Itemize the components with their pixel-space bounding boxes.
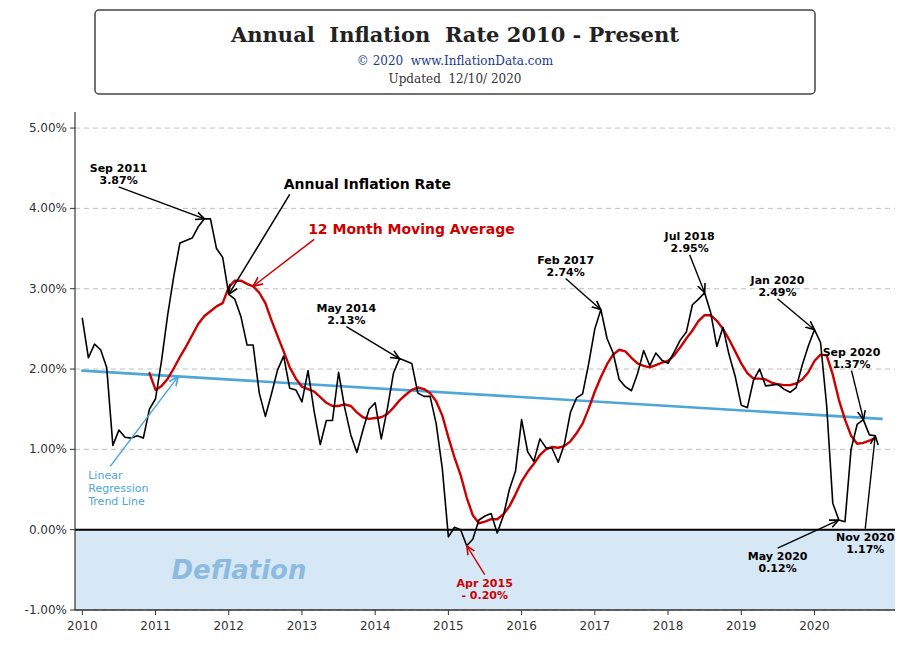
x-tick-label: 2013 (287, 619, 318, 633)
annotation-arrow (119, 187, 205, 219)
annotation-label: Apr 2015- 0.20% (457, 577, 513, 602)
annotations: Sep 20113.87% May 20142.13% Jul 20182.95% F… (90, 162, 895, 602)
x-tick-label: 2012 (213, 619, 244, 633)
series-label-arrow (229, 194, 290, 294)
x-tick-label: 2015 (433, 619, 464, 633)
y-tick (70, 208, 75, 209)
annotation-arrow (566, 279, 601, 310)
x-tick-label: 2014 (360, 619, 391, 633)
x-tick (375, 610, 376, 615)
y-tick (70, 529, 75, 530)
title: Annual Inflation Rate 2010 - Present (230, 22, 679, 47)
annotation-label: Jul 20182.95% (664, 230, 715, 255)
annotation-arrow (690, 255, 705, 293)
y-tick (70, 128, 75, 129)
annotation-arrow (467, 546, 485, 575)
x-tick (228, 610, 229, 615)
title-box (95, 10, 815, 94)
grid (75, 128, 895, 610)
grid-line (75, 529, 895, 530)
annotation-label: May 20200.12% (748, 550, 808, 575)
x-tick (741, 610, 742, 615)
x-tick (448, 610, 449, 615)
y-tick-label: 5.00% (29, 121, 67, 135)
grid-line (75, 449, 895, 450)
series-line (82, 219, 875, 546)
labels: Deflation Annual Inflation Rate 12 Month M… (87, 176, 514, 585)
y-tick (70, 610, 75, 611)
grid-line (75, 208, 895, 209)
annotation-label: Feb 20172.74% (537, 254, 594, 279)
grid-line (75, 369, 895, 370)
x-axis-line (75, 609, 895, 611)
y-tick-label: 2.00% (29, 362, 67, 376)
y-tick-label: 1.00% (29, 442, 67, 456)
series-label-arrow (110, 376, 178, 466)
annotation-label: Jan 20202.49% (750, 274, 805, 299)
bands (75, 530, 895, 610)
x-tick (594, 610, 595, 615)
series-label-arrow (253, 239, 314, 286)
y-tick (70, 288, 75, 289)
annotation-arrow (778, 520, 839, 548)
series-line (149, 281, 875, 524)
y-tick-label: 3.00% (29, 282, 67, 296)
annotation-label: Sep 20113.87% (90, 162, 148, 187)
x-tick-label: 2016 (506, 619, 537, 633)
x-tick-label: 2017 (580, 619, 611, 633)
grid-line (75, 610, 895, 611)
y-axis-line (74, 112, 75, 610)
x-tick (814, 610, 815, 615)
deflation-band (75, 530, 895, 610)
annotation-label: Nov 20201.17% (836, 531, 895, 556)
series-label: 12 Month Moving Average (308, 221, 515, 237)
annotation-arrow (346, 327, 399, 359)
annotation-arrow (777, 299, 814, 330)
annotation-label: Sep 20201.37% (823, 346, 881, 371)
series (82, 219, 881, 546)
series-label: LinearRegressionTrend Line (87, 469, 148, 508)
x-tick-label: 2019 (726, 619, 757, 633)
y-tick-label: 0.00% (29, 523, 67, 537)
x-tick (521, 610, 522, 615)
chart: Annual Inflation Rate 2010 - Present © 20… (0, 0, 910, 660)
annotation-arrow (852, 371, 864, 420)
x-tick-label: 2018 (653, 619, 684, 633)
x-tick-label: 2010 (67, 619, 98, 633)
zero-line (75, 529, 895, 531)
series-label: Annual Inflation Rate (284, 176, 451, 192)
band-label: Deflation (172, 555, 307, 585)
x-tick (301, 610, 302, 615)
subtitle: Updated 12/10/ 2020 (389, 72, 522, 86)
x-tick (155, 610, 156, 615)
grid-line (75, 128, 895, 129)
annotation-arrow (865, 436, 875, 529)
annotation-label: May 20142.13% (317, 302, 377, 327)
y-tick (70, 369, 75, 370)
y-tick (70, 449, 75, 450)
x-tick (668, 610, 669, 615)
subtitle: © 2020 www.InflationData.com (357, 54, 554, 68)
x-tick (82, 610, 83, 615)
x-tick-label: 2011 (140, 619, 171, 633)
y-tick-label: 4.00% (29, 201, 67, 215)
x-tick-label: 2020 (799, 619, 830, 633)
axes: -1.00% 0.00% 1.00% 2.00% 3.00% 4.00% 5.00% 2010… (25, 112, 895, 633)
y-tick-label: -1.00% (25, 603, 67, 617)
